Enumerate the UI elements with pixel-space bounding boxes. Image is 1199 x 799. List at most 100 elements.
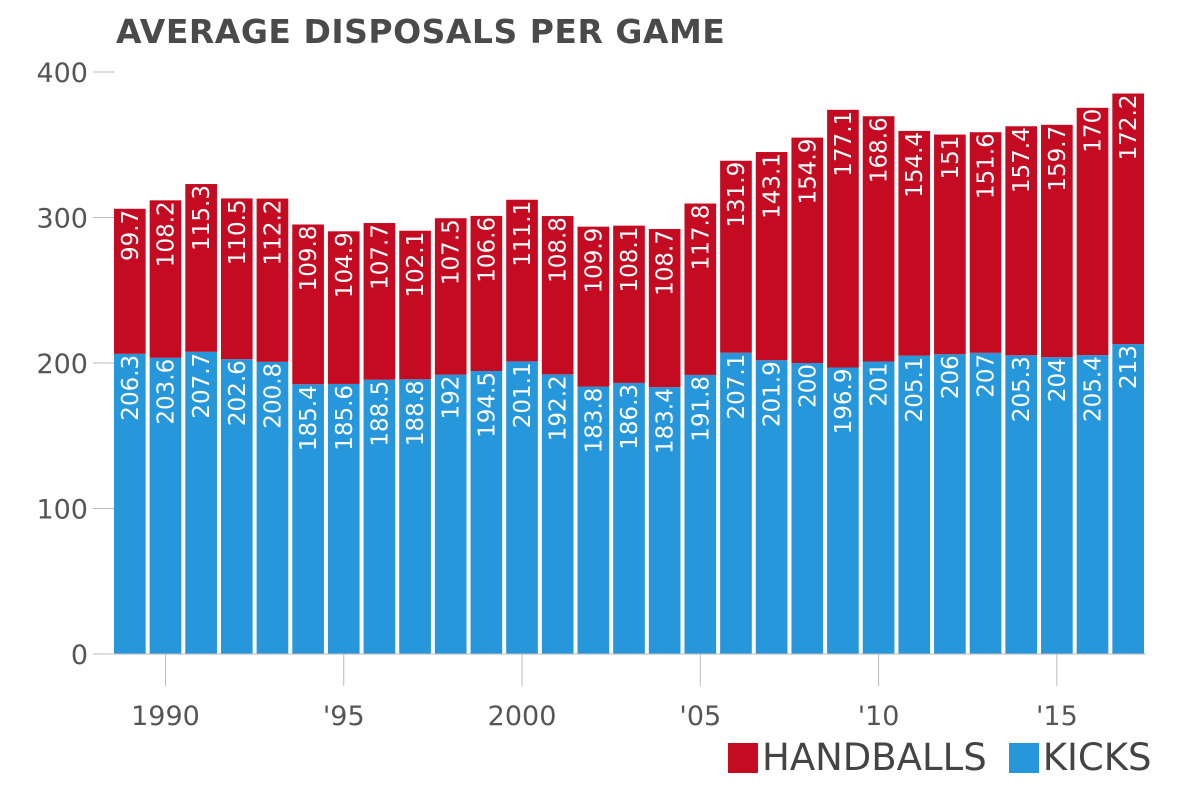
bar-kicks (898, 355, 931, 654)
bar-kicks (541, 374, 574, 654)
legend-item-handballs: HANDBALLS (728, 736, 987, 779)
x-tick-label: '15 (1036, 701, 1078, 730)
data-label-handballs: 107.5 (439, 219, 465, 285)
bar-handballs (898, 130, 931, 356)
bar-kicks (327, 383, 360, 654)
data-label-kicks: 201.1 (510, 362, 536, 428)
legend-label-kicks: KICKS (1042, 736, 1152, 779)
data-label-kicks: 206 (938, 355, 964, 399)
bar-handballs (862, 116, 895, 362)
legend-swatch-handballs (728, 742, 758, 773)
data-label-kicks: 192 (439, 376, 465, 420)
bar-handballs (506, 199, 538, 362)
data-label-kicks: 185.4 (296, 385, 322, 451)
data-label-kicks: 191.8 (688, 376, 714, 442)
bar-handballs (434, 218, 467, 375)
data-label-handballs: 110.5 (225, 199, 251, 265)
data-label-handballs: 108.2 (153, 201, 179, 267)
data-label-handballs: 168.6 (867, 117, 893, 183)
bar-kicks (755, 360, 788, 654)
data-label-handballs: 154.9 (795, 139, 821, 205)
bar-handballs (577, 226, 610, 387)
data-label-kicks: 185.6 (332, 385, 358, 451)
data-label-handballs: 108.8 (546, 217, 572, 283)
y-tick-label: 100 (36, 495, 88, 526)
bar-kicks (470, 371, 503, 654)
stacked-bar-chart: 0 100 200 300 400 206.3 99.7 203.6 108.2 207.7 11… (36, 58, 1146, 730)
bar-kicks (434, 374, 467, 654)
bar-kicks (577, 386, 610, 654)
bar-handballs (1076, 107, 1109, 356)
bar-kicks (1076, 355, 1109, 654)
data-label-kicks: 196.9 (831, 369, 857, 435)
data-label-kicks: 202.6 (225, 360, 251, 426)
data-label-handballs: 107.7 (367, 224, 393, 290)
bar-handballs (541, 216, 574, 375)
data-label-handballs: 159.7 (1045, 126, 1071, 192)
bar-handballs (1041, 124, 1073, 358)
legend: HANDBALLS KICKS (728, 736, 1151, 779)
bar-handballs (969, 132, 1002, 353)
bar-handballs (827, 109, 859, 368)
bar-kicks (934, 354, 966, 654)
data-label-handballs: 115.3 (189, 185, 215, 251)
legend-label-handballs: HANDBALLS (762, 736, 987, 779)
bar-kicks (1041, 357, 1073, 654)
data-label-handballs: 108.1 (617, 227, 643, 293)
bar-kicks (613, 382, 645, 654)
data-label-kicks: 188.8 (403, 380, 429, 446)
bar-kicks (185, 351, 217, 654)
bar-handballs (1005, 126, 1038, 356)
y-tick-label: 200 (36, 349, 88, 380)
data-label-kicks: 205.4 (1081, 356, 1107, 422)
bar-handballs (399, 230, 431, 380)
data-label-kicks: 188.5 (367, 381, 393, 447)
data-label-kicks: 194.5 (474, 372, 500, 438)
bar-handballs (185, 184, 217, 352)
y-tick-label: 300 (36, 204, 88, 235)
bar-handballs (256, 198, 289, 362)
bar-kicks (114, 353, 146, 654)
data-label-kicks: 192.2 (546, 375, 572, 441)
bar-kicks (292, 384, 324, 654)
y-tick-label: 400 (36, 58, 88, 89)
data-label-kicks: 200 (795, 364, 821, 408)
data-label-handballs: 177.1 (831, 111, 857, 177)
x-tick-label: '10 (858, 701, 900, 730)
data-label-handballs: 109.8 (296, 225, 322, 291)
bar-kicks (506, 361, 538, 654)
data-label-handballs: 112.2 (260, 200, 286, 266)
bar-kicks (220, 359, 253, 654)
x-axis: 1990 '95 2000 '05 '10 '15 (93, 653, 1146, 730)
data-label-kicks: 201.9 (760, 361, 786, 427)
bar-kicks (363, 379, 396, 654)
bar-handballs (720, 160, 752, 353)
bar-handballs (684, 203, 717, 375)
bar-handballs (363, 223, 396, 380)
bar-kicks (1112, 344, 1144, 654)
data-label-handballs: 157.4 (1009, 127, 1035, 193)
data-label-kicks: 206.3 (118, 355, 144, 421)
bar-handballs (292, 224, 324, 385)
bar-handballs (1112, 93, 1144, 345)
data-label-handballs: 111.1 (510, 201, 536, 267)
data-label-kicks: 205.1 (902, 357, 928, 423)
bar-kicks (862, 361, 895, 654)
bar-handballs (613, 225, 645, 383)
data-label-handballs: 151 (938, 136, 964, 180)
data-label-handballs: 106.6 (474, 217, 500, 283)
data-label-handballs: 151.6 (974, 133, 1000, 199)
data-label-handballs: 109.9 (581, 228, 607, 294)
data-label-handballs: 108.7 (653, 230, 679, 296)
data-label-kicks: 205.3 (1009, 356, 1035, 422)
bar-handballs (648, 228, 681, 388)
bar-handballs (114, 208, 146, 354)
legend-swatch-kicks (1008, 742, 1039, 773)
data-label-handballs: 117.8 (688, 205, 714, 271)
data-label-kicks: 207 (974, 354, 1000, 398)
data-label-kicks: 203.6 (153, 359, 179, 425)
x-tick-label: '95 (323, 701, 365, 730)
bar-kicks (720, 352, 752, 654)
bar-kicks (399, 379, 431, 654)
data-label-kicks: 213 (1116, 345, 1142, 389)
